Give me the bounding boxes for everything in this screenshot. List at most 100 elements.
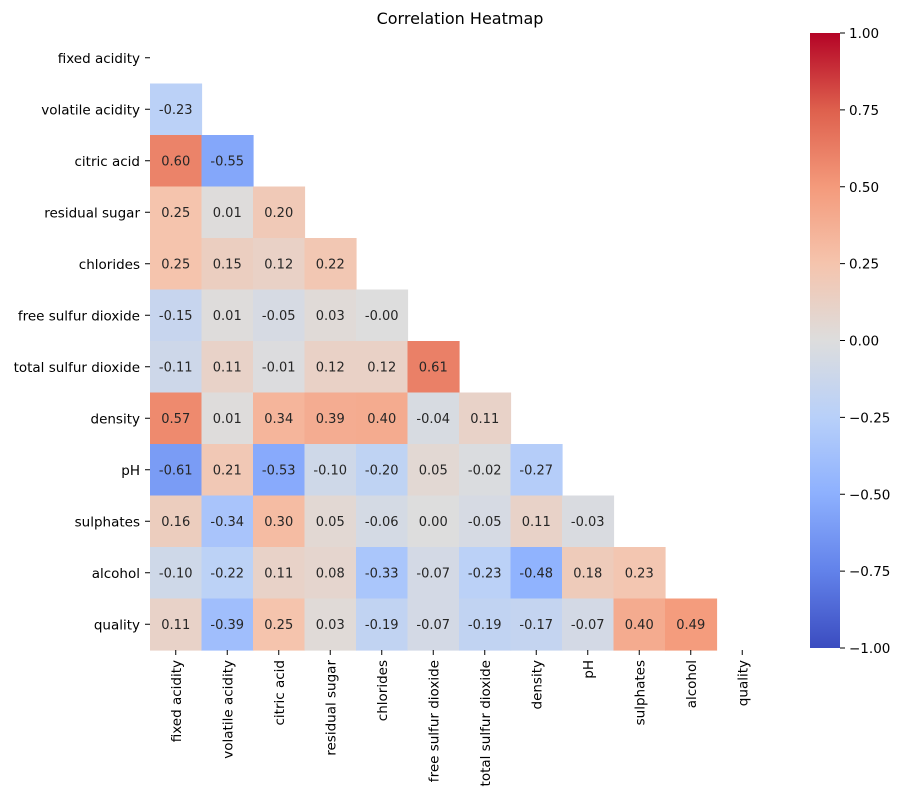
heatmap-cell: [201, 341, 254, 394]
cell-value-label: -0.48: [519, 566, 553, 581]
heatmap-cell: [304, 392, 357, 445]
cell-value-label: -0.02: [468, 463, 502, 478]
heatmap-cell: [150, 83, 203, 136]
heatmap-cell: [201, 289, 254, 342]
heatmap-cell: [253, 598, 306, 651]
x-tick-label: total sulfur dioxide: [478, 660, 494, 786]
colorbar-tick-label: 0.00: [849, 334, 879, 350]
cell-value-label: 0.61: [419, 360, 448, 375]
cell-value-label: 0.11: [264, 566, 293, 581]
cell-value-label: 0.40: [367, 412, 396, 427]
heatmap-cell: [150, 289, 203, 342]
heatmap-cell: [510, 495, 563, 548]
heatmap-cell: [253, 444, 306, 497]
cell-value-label: 0.03: [316, 309, 345, 324]
colorbar-tick-label: 0.50: [849, 180, 879, 196]
y-tick-label: quality: [94, 617, 140, 633]
cell-value-label: -0.27: [519, 463, 553, 478]
colorbar-tick-label: −0.75: [849, 564, 890, 580]
heatmap-cell: [253, 186, 306, 239]
cell-value-label: -0.23: [159, 103, 193, 118]
cell-value-label: 0.11: [161, 618, 190, 633]
cell-value-label: -0.01: [262, 360, 296, 375]
heatmap-cell: [304, 547, 357, 600]
heatmap-cells: -0.23 0.60 -0.55 0.25 0.01 0.20 0.25 0.15 0.12 0.…: [150, 83, 718, 651]
heatmap-cell: [459, 495, 512, 548]
cell-value-label: 0.05: [419, 463, 448, 478]
x-tick-label: volatile acidity: [220, 660, 236, 759]
cell-value-label: -0.15: [159, 309, 193, 324]
heatmap-cell: [304, 495, 357, 548]
cell-value-label: -0.07: [416, 566, 450, 581]
cell-value-label: 0.08: [316, 566, 345, 581]
x-tick-label: sulphates: [632, 660, 648, 725]
cell-value-label: 0.22: [316, 257, 345, 272]
cell-value-label: -0.20: [365, 463, 399, 478]
cell-value-label: -0.33: [365, 566, 399, 581]
cell-value-label: -0.23: [468, 566, 502, 581]
y-tick-label: pH: [121, 463, 140, 479]
heatmap-cell: [304, 238, 357, 291]
cell-value-label: 0.21: [213, 463, 242, 478]
cell-value-label: 0.30: [264, 515, 293, 530]
cell-value-label: -0.07: [416, 618, 450, 633]
cell-value-label: 0.18: [573, 566, 602, 581]
heatmap-cell: [150, 135, 203, 188]
y-tick-label: total sulfur dioxide: [14, 360, 140, 376]
cell-value-label: 0.05: [316, 515, 345, 530]
heatmap-cell: [356, 547, 409, 600]
heatmap-cell: [253, 547, 306, 600]
colorbar-tick-label: 0.75: [849, 103, 879, 119]
colorbar-tick-label: −0.50: [849, 487, 890, 503]
cell-value-label: 0.01: [213, 206, 242, 221]
cell-value-label: -0.61: [159, 463, 193, 478]
heatmap-cell: [150, 392, 203, 445]
heatmap-cell: [201, 495, 254, 548]
heatmap-cell: [201, 392, 254, 445]
heatmap-cell: [304, 598, 357, 651]
colorbar-tick-label: 1.00: [849, 26, 879, 42]
chart-title: Correlation Heatmap: [377, 9, 544, 28]
y-tick-label: citric acid: [75, 154, 141, 170]
x-tick-label: chlorides: [375, 660, 391, 721]
heatmap-cell: [356, 341, 409, 394]
heatmap-cell: [407, 547, 460, 600]
heatmap-cell: [356, 392, 409, 445]
heatmap-cell: [613, 598, 666, 651]
x-tick-label: free sulfur dioxide: [426, 660, 442, 782]
cell-value-label: 0.01: [213, 412, 242, 427]
heatmap-cell: [510, 598, 563, 651]
cell-value-label: -0.06: [365, 515, 399, 530]
cell-value-label: 0.01: [213, 309, 242, 324]
cell-value-label: 0.15: [213, 257, 242, 272]
heatmap-cell: [150, 598, 203, 651]
heatmap-cell: [459, 547, 512, 600]
cell-value-label: -0.55: [210, 154, 244, 169]
heatmap-cell: [459, 444, 512, 497]
cell-value-label: -0.03: [571, 515, 605, 530]
cell-value-label: -0.05: [262, 309, 296, 324]
cell-value-label: 0.57: [161, 412, 190, 427]
heatmap-cell: [407, 444, 460, 497]
cell-value-label: 0.03: [316, 618, 345, 633]
cell-value-label: 0.11: [470, 412, 499, 427]
cell-value-label: -0.34: [210, 515, 244, 530]
cell-value-label: 0.25: [161, 206, 190, 221]
heatmap-cell: [665, 598, 718, 651]
y-tick-label: alcohol: [92, 566, 140, 582]
heatmap-cell: [407, 341, 460, 394]
y-tick-label: volatile acidity: [41, 102, 140, 118]
heatmap-cell: [253, 392, 306, 445]
x-tick-label: quality: [735, 660, 751, 706]
y-tick-label: residual sugar: [44, 205, 140, 221]
cell-value-label: 0.11: [522, 515, 551, 530]
x-tick-label: residual sugar: [323, 660, 339, 756]
cell-value-label: -0.19: [365, 618, 399, 633]
cell-value-label: 0.60: [161, 154, 190, 169]
cell-value-label: 0.12: [367, 360, 396, 375]
heatmap-cell: [356, 598, 409, 651]
heatmap-cell: [562, 547, 615, 600]
cell-value-label: -0.04: [416, 412, 450, 427]
heatmap-cell: [253, 289, 306, 342]
